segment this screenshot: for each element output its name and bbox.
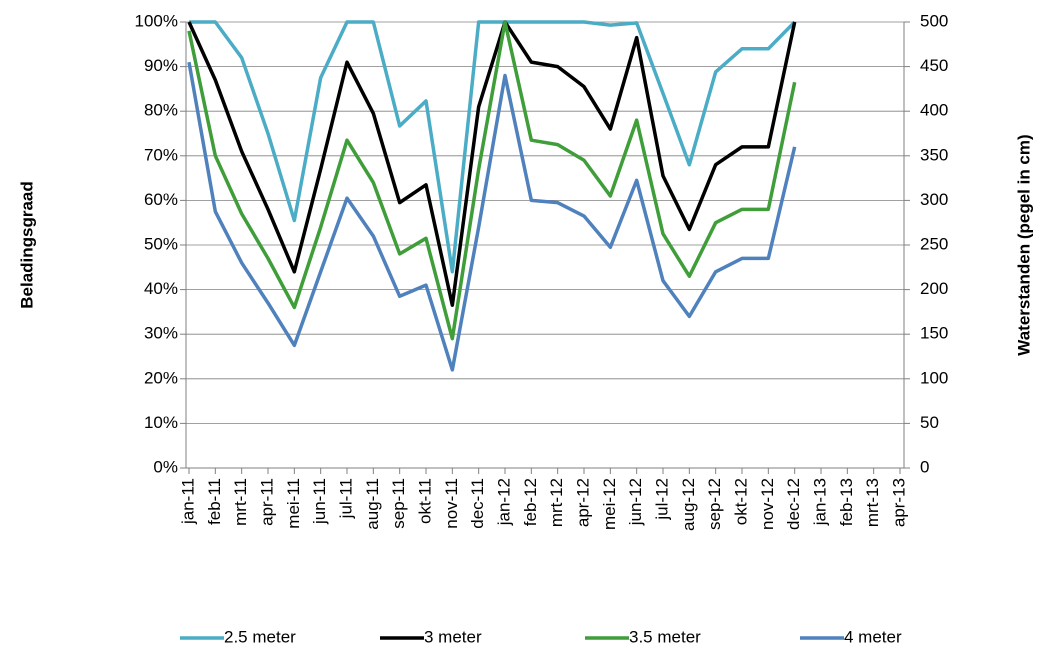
y2-tick-label: 0 <box>920 457 929 476</box>
x-tick-label: dec-12 <box>784 478 803 530</box>
x-tick-label: sep-11 <box>389 478 408 529</box>
x-tick-label: feb-11 <box>205 478 224 525</box>
x-tick-label: apr-12 <box>573 478 592 527</box>
x-tick-label: mei-11 <box>284 478 303 529</box>
x-tick-label: apr-11 <box>257 478 276 526</box>
x-tick-label: aug-11 <box>363 478 382 530</box>
x-tick-label: jan-11 <box>178 478 197 525</box>
y-tick-label: 50% <box>144 234 178 253</box>
x-tick-label: nov-11 <box>442 478 461 529</box>
x-tick-label: jun-11 <box>310 478 329 525</box>
y2-tick-label: 50 <box>920 413 939 432</box>
x-tick-label: jan-13 <box>810 478 829 526</box>
legend-label: 3 meter <box>424 627 482 646</box>
series-line <box>189 20 796 274</box>
x-tick-label: nov-12 <box>758 478 777 530</box>
x-tick-label: okt-11 <box>415 478 434 524</box>
y-axis-title: Beladingsgraad <box>17 181 36 309</box>
y2-axis-title: Waterstanden (pegel in cm) <box>1014 134 1033 355</box>
x-tick-label: aug-12 <box>679 478 698 531</box>
y-tick-label: 0% <box>153 457 178 476</box>
y2-tick-label: 350 <box>920 145 948 164</box>
series-line <box>187 61 797 372</box>
x-tick-label: jul-11 <box>336 478 355 519</box>
legend-label: 4 meter <box>844 627 902 646</box>
x-tick-label: jun-12 <box>626 478 645 526</box>
y-tick-label: 40% <box>144 279 178 298</box>
y2-tick-label: 400 <box>920 101 948 120</box>
y2-tick-label: 300 <box>920 190 948 209</box>
y2-tick-label: 150 <box>920 324 948 343</box>
x-tick-label: jan-12 <box>494 478 513 526</box>
x-tick-label: apr-13 <box>889 478 908 527</box>
x-tick-label: jul-12 <box>652 478 671 521</box>
y-tick-label: 30% <box>144 324 178 343</box>
y2-tick-label: 500 <box>920 11 948 30</box>
x-tick-label: sep-12 <box>705 478 724 530</box>
y-tick-label: 20% <box>144 368 178 387</box>
x-tick-label: feb-12 <box>521 478 540 526</box>
y2-tick-label: 100 <box>920 368 948 387</box>
y2-tick-label: 200 <box>920 279 948 298</box>
y-tick-label: 90% <box>144 56 178 75</box>
legend-label: 3.5 meter <box>629 627 701 646</box>
x-tick-label: mei-12 <box>600 478 619 530</box>
x-tick-label: feb-13 <box>837 478 856 526</box>
y-tick-label: 80% <box>144 101 178 120</box>
series-line <box>187 20 797 341</box>
y2-tick-label: 250 <box>920 234 948 253</box>
y-tick-label: 60% <box>144 190 178 209</box>
y-tick-label: 10% <box>144 413 178 432</box>
x-tick-label: mrt-11 <box>231 478 250 526</box>
series-line <box>187 20 797 307</box>
y-tick-label: 70% <box>144 145 178 164</box>
x-tick-label: okt-12 <box>731 478 750 525</box>
y2-tick-label: 450 <box>920 56 948 75</box>
y-tick-label: 100% <box>135 11 178 30</box>
x-tick-label: mrt-12 <box>547 478 566 527</box>
x-tick-label: mrt-13 <box>863 478 882 527</box>
x-tick-label: dec-11 <box>468 478 487 529</box>
legend-label: 2.5 meter <box>224 627 296 646</box>
